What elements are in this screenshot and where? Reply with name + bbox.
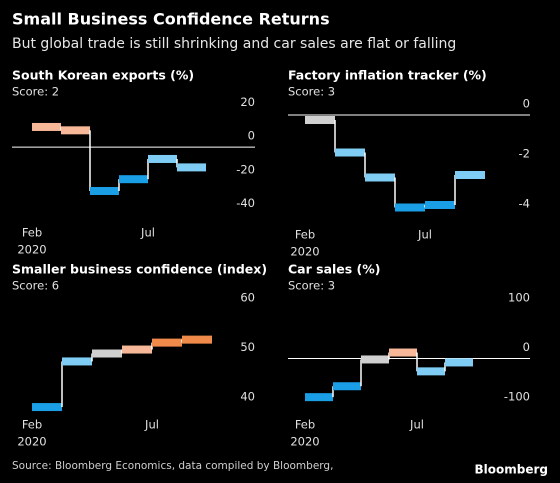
step bbox=[425, 201, 455, 209]
step bbox=[361, 355, 389, 364]
x-year-label: 2020 bbox=[290, 245, 319, 259]
panel-title: Smaller business confidence (index) bbox=[12, 262, 267, 277]
step bbox=[395, 203, 425, 212]
title: Small Business Confidence Returns bbox=[12, 10, 330, 29]
panel-score: Score: 6 bbox=[12, 279, 59, 293]
panel-score: Score: 3 bbox=[288, 279, 335, 293]
x-tick-label: Jul bbox=[417, 228, 432, 242]
step bbox=[32, 122, 61, 131]
panel-title: Car sales (%) bbox=[288, 262, 381, 277]
step bbox=[152, 338, 182, 347]
brand: Bloomberg bbox=[475, 463, 549, 477]
step bbox=[32, 403, 62, 412]
y-tick-label: 0 bbox=[248, 129, 255, 143]
source: Source: Bloomberg Economics, data compil… bbox=[12, 460, 333, 472]
panel-score: Score: 2 bbox=[12, 85, 59, 99]
x-tick-label: Feb bbox=[22, 226, 42, 240]
panel-title: South Korean exports (%) bbox=[12, 68, 194, 83]
y-tick-label: 50 bbox=[240, 340, 255, 354]
step bbox=[177, 163, 206, 172]
y-tick-label: 20 bbox=[240, 95, 255, 109]
step bbox=[182, 335, 212, 344]
step bbox=[61, 126, 90, 135]
y-tick-label: 100 bbox=[508, 290, 530, 304]
y-tick-label: 40 bbox=[240, 390, 255, 404]
x-year-label: 2020 bbox=[290, 435, 319, 449]
y-tick-label: 60 bbox=[240, 290, 255, 304]
step bbox=[305, 116, 335, 124]
panel-title: Factory inflation tracker (%) bbox=[288, 68, 487, 83]
y-tick-label: -4 bbox=[519, 197, 530, 211]
step bbox=[333, 382, 361, 391]
step bbox=[417, 367, 445, 376]
x-tick-label: Feb bbox=[22, 418, 42, 432]
step bbox=[90, 186, 119, 195]
x-year-label: 2020 bbox=[17, 243, 46, 257]
step bbox=[92, 349, 122, 358]
x-year-label: 2020 bbox=[17, 435, 46, 449]
x-tick-label: Jul bbox=[140, 226, 155, 240]
step bbox=[122, 345, 152, 354]
step bbox=[445, 358, 473, 367]
y-tick-label: -40 bbox=[236, 196, 255, 210]
y-tick-label: -20 bbox=[236, 162, 255, 176]
step bbox=[455, 171, 485, 179]
x-tick-label: Feb bbox=[295, 228, 315, 242]
x-tick-label: Jul bbox=[144, 418, 159, 432]
step bbox=[335, 148, 365, 157]
x-tick-label: Jul bbox=[409, 418, 424, 432]
panel-score: Score: 3 bbox=[288, 85, 335, 99]
step bbox=[389, 348, 417, 357]
step bbox=[365, 173, 395, 182]
step bbox=[62, 357, 92, 366]
step bbox=[305, 393, 333, 402]
step bbox=[148, 154, 177, 163]
y-tick-label: 0 bbox=[523, 97, 530, 111]
y-tick-label: 0 bbox=[523, 340, 530, 354]
y-tick-label: -2 bbox=[519, 147, 530, 161]
subtitle: But global trade is still shrinking and … bbox=[12, 36, 456, 52]
step bbox=[119, 175, 148, 184]
x-tick-label: Feb bbox=[295, 418, 315, 432]
y-tick-label: -100 bbox=[504, 390, 530, 404]
